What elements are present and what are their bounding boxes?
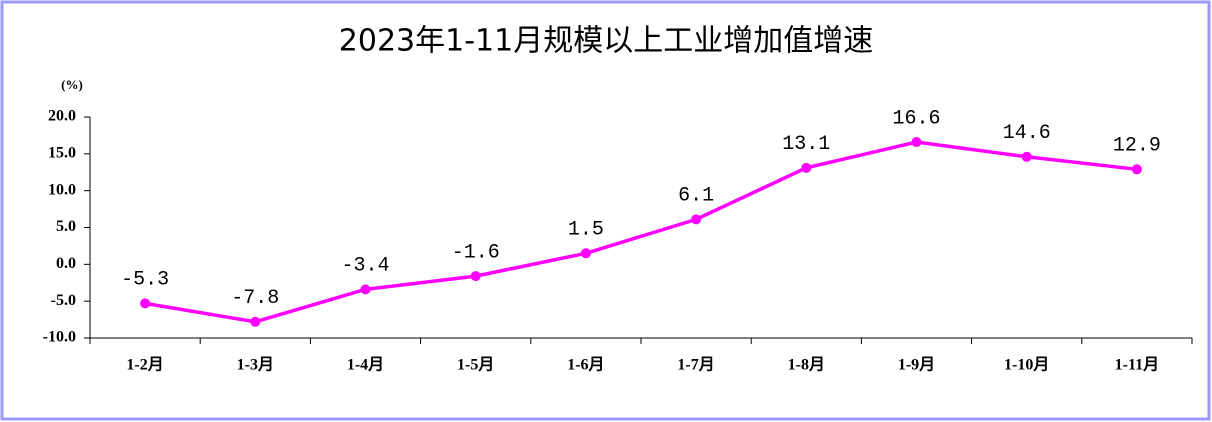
data-label: -3.4 [341, 255, 389, 278]
point [250, 316, 261, 327]
x-tick-label: 1-4月 [347, 356, 384, 374]
y-tick-label: 10.0 [48, 181, 76, 198]
y-tick-label: 0.0 [56, 255, 76, 272]
data-label: 16.6 [892, 107, 940, 130]
x-tick-label: 1-6月 [567, 356, 604, 374]
y-tick-label: -5.0 [51, 292, 76, 309]
point [911, 137, 922, 148]
x-tick-label: 1-7月 [677, 356, 714, 374]
data-label: 12.9 [1113, 135, 1161, 158]
point [801, 162, 812, 173]
point [140, 298, 151, 309]
point [360, 284, 371, 295]
y-tick-label: 15.0 [48, 145, 76, 162]
line [144, 140, 1138, 324]
y-tick-label: 5.0 [56, 218, 76, 235]
point [470, 271, 481, 282]
x-tick-label: 1-5月 [457, 356, 494, 374]
y-tick-label: -10.0 [43, 329, 76, 346]
y-unit: (%) [61, 77, 83, 92]
y-tick-label: 20.0 [48, 108, 76, 125]
chart-title: 2023年1-11月规模以上工业增加值增速 [339, 24, 873, 59]
x-tick-label: 1-2月 [126, 356, 163, 374]
data-label: 6.1 [678, 185, 714, 208]
point [691, 214, 702, 225]
x-tick-label: 1-3月 [237, 356, 274, 374]
x-tick-label: 1-8月 [788, 356, 825, 374]
data-label: 1.5 [568, 219, 604, 242]
point [580, 248, 591, 259]
point [1131, 164, 1142, 175]
point [1021, 151, 1032, 162]
data-label: -1.6 [452, 241, 500, 264]
x-tick-label: 1-9月 [898, 356, 935, 374]
x-tick-label: 1-11月 [1115, 356, 1159, 374]
x-tick-label: 1-10月 [1004, 356, 1049, 374]
data-label: -5.3 [121, 269, 169, 292]
data-label: 14.6 [1003, 122, 1051, 145]
data-label: -7.8 [231, 287, 279, 310]
data-label: 13.1 [782, 133, 830, 156]
